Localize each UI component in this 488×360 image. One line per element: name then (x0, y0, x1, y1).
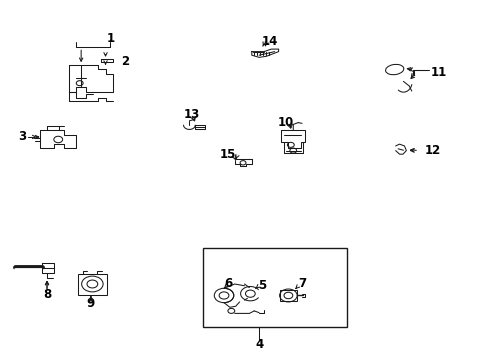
Text: 8: 8 (43, 288, 51, 301)
Text: 7: 7 (297, 278, 305, 291)
Bar (280, 290, 296, 301)
Text: 5: 5 (258, 279, 266, 292)
Text: 9: 9 (86, 297, 95, 310)
Bar (78, 274, 107, 296)
Text: 6: 6 (224, 277, 232, 290)
Text: 10: 10 (277, 116, 293, 129)
Text: 1: 1 (106, 32, 114, 45)
Text: 2: 2 (122, 55, 129, 68)
Text: 4: 4 (254, 338, 263, 351)
Text: 13: 13 (183, 108, 200, 121)
Bar (203, 248, 346, 327)
Text: 3: 3 (18, 130, 26, 144)
Text: 14: 14 (262, 35, 278, 48)
Text: 15: 15 (219, 148, 235, 161)
Text: 12: 12 (424, 144, 440, 157)
Text: 11: 11 (430, 66, 446, 79)
